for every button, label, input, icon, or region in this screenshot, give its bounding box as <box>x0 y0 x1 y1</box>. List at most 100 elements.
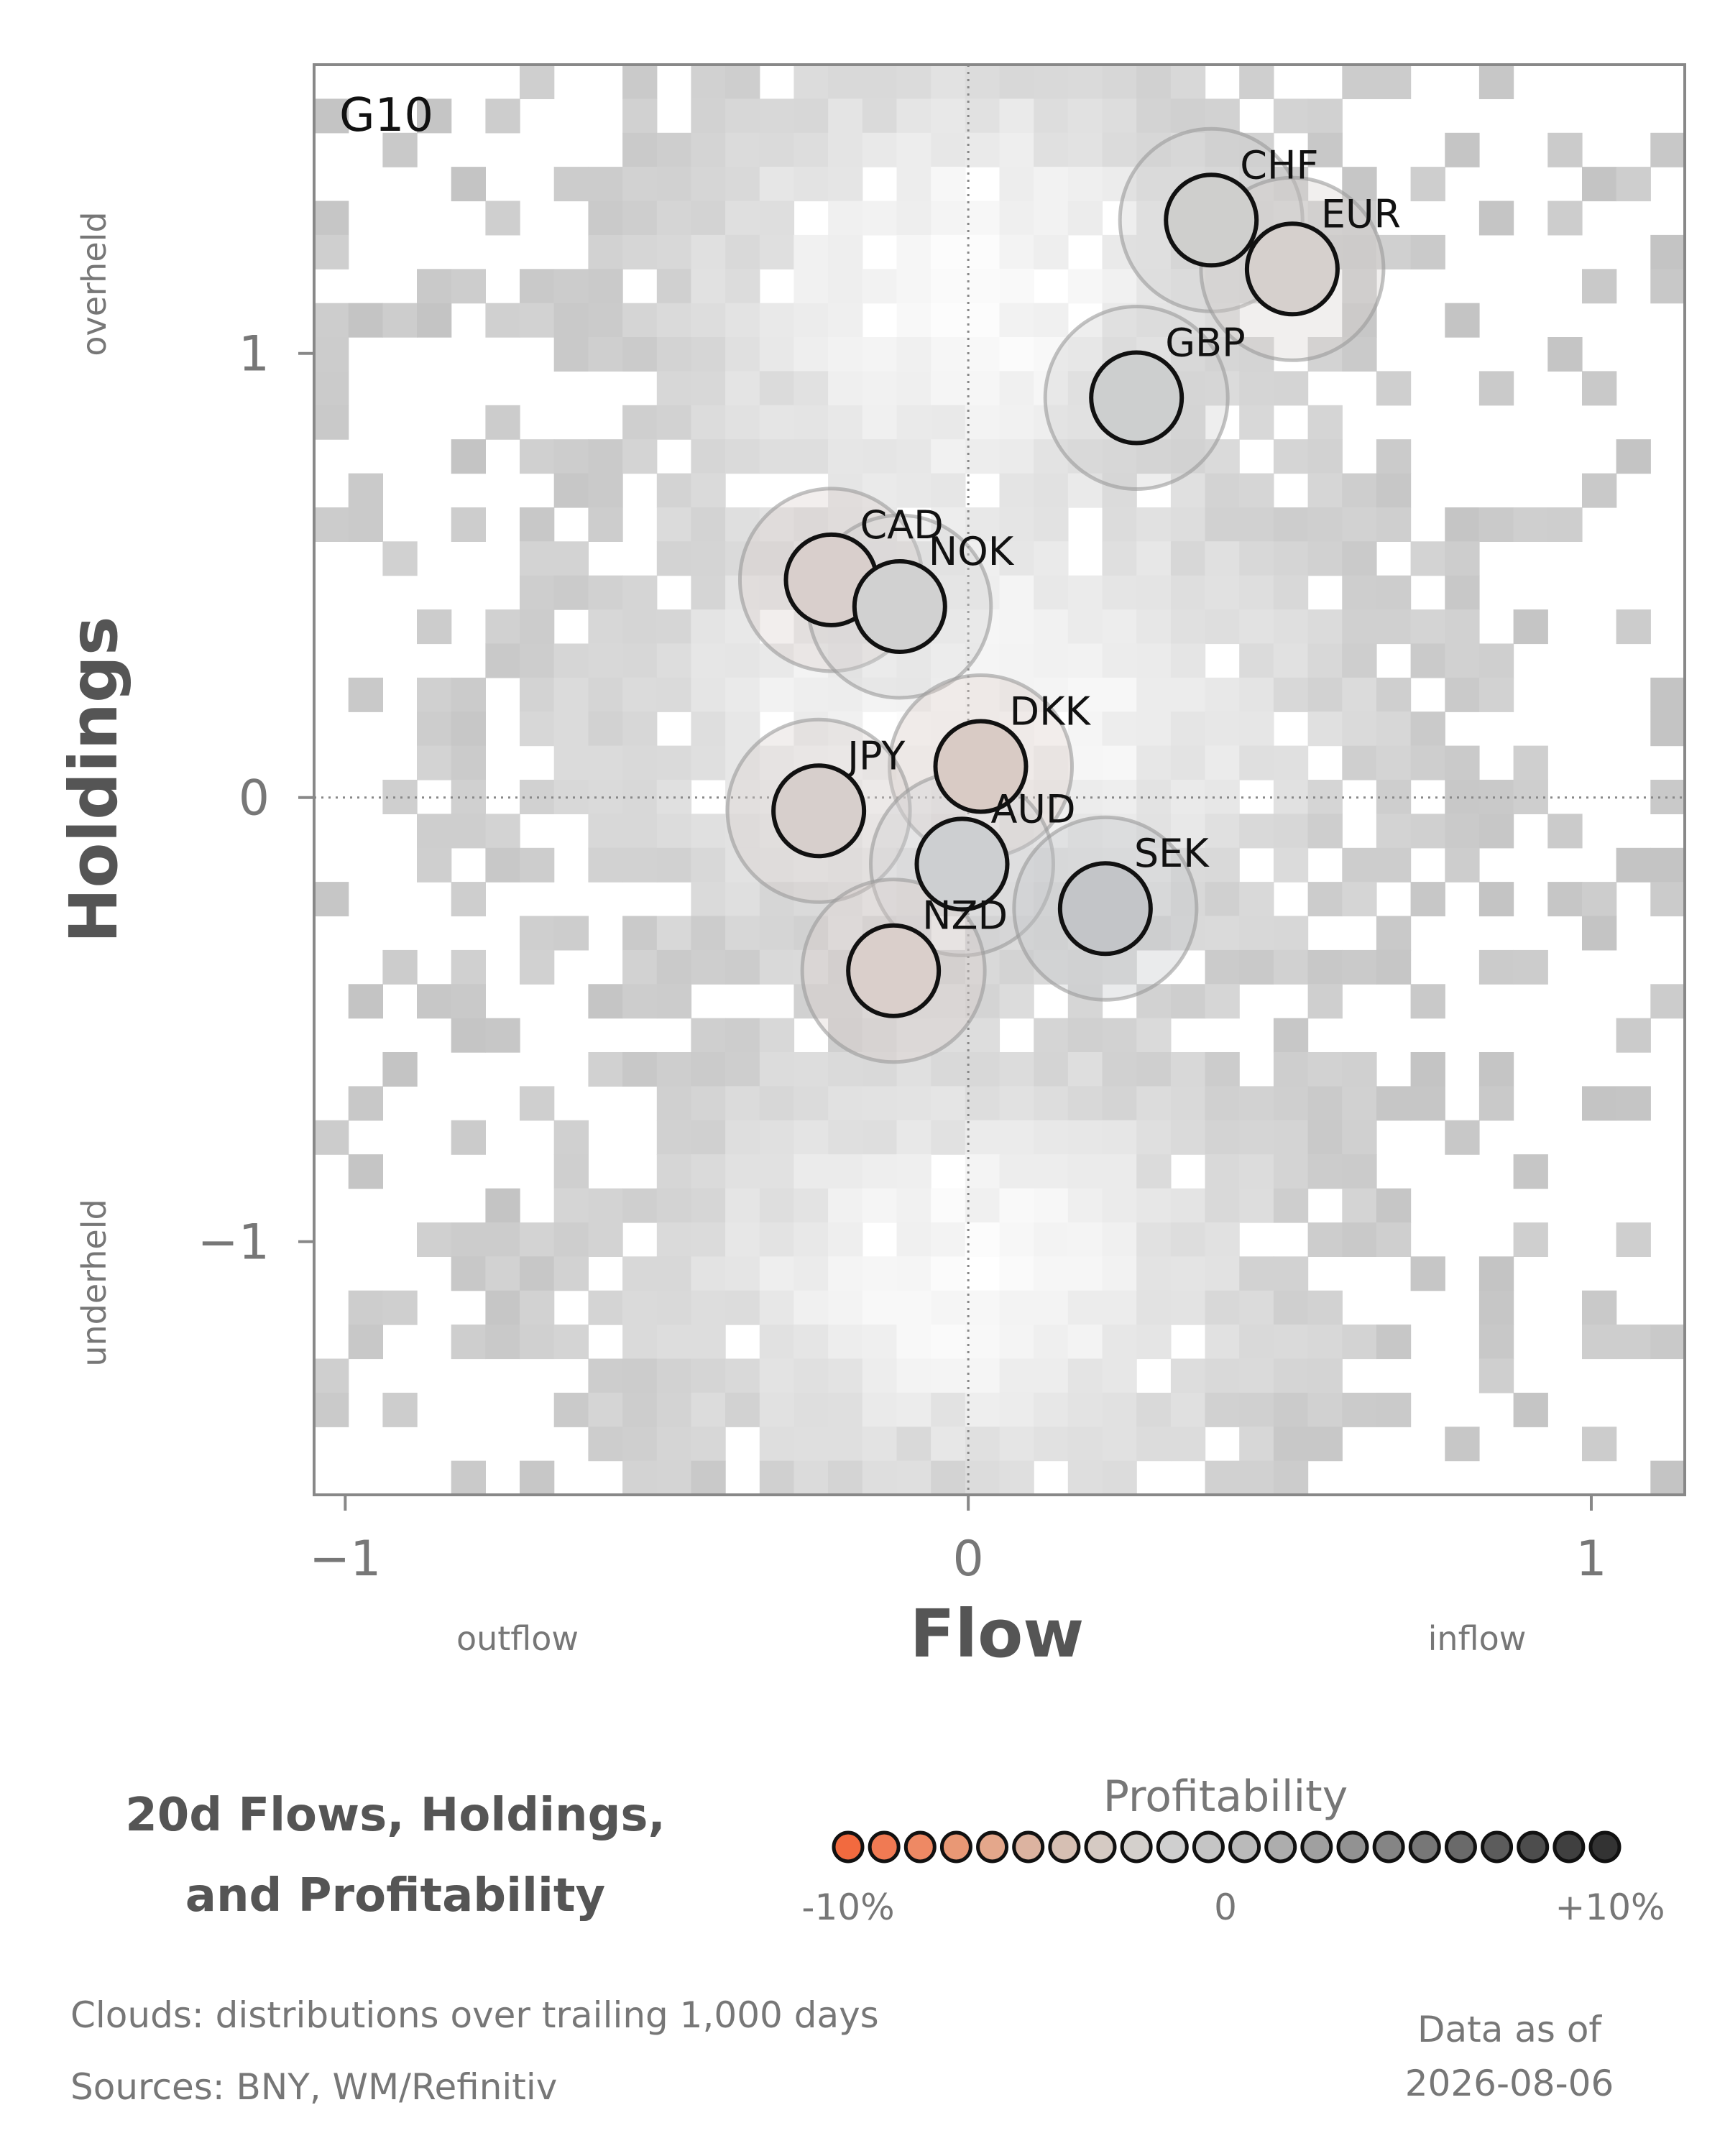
heatmap-cell <box>1307 1358 1343 1393</box>
heatmap-cell <box>1102 132 1137 167</box>
point-eur[interactable] <box>1244 221 1340 317</box>
heatmap-cell <box>1478 65 1514 99</box>
point-nok[interactable] <box>852 558 947 654</box>
point-aud[interactable] <box>914 816 1010 912</box>
heatmap-cell <box>725 405 760 440</box>
heatmap-cell <box>759 1256 795 1291</box>
heatmap-cell <box>314 371 349 406</box>
point-nzd[interactable] <box>846 923 942 1018</box>
heatmap-cell <box>759 1392 795 1427</box>
heatmap-cell <box>417 847 452 883</box>
heatmap-cell <box>896 1460 932 1496</box>
heatmap-cell <box>485 1290 520 1325</box>
heatmap-cell <box>1034 1427 1069 1462</box>
heatmap-cell <box>1273 677 1309 712</box>
heatmap-cell <box>931 1188 966 1223</box>
heatmap-cell <box>794 1120 829 1155</box>
heatmap-cell <box>691 337 726 372</box>
point-jpy[interactable] <box>771 763 867 859</box>
heatmap-cell <box>999 303 1034 338</box>
heatmap-cell <box>1136 1018 1172 1053</box>
heatmap-cell <box>1445 507 1480 542</box>
heatmap-cell <box>828 201 863 236</box>
heatmap-cell <box>1067 1052 1103 1087</box>
heatmap-cell <box>348 1086 383 1121</box>
heatmap-cell <box>348 473 383 508</box>
heatmap-cell <box>622 847 658 883</box>
heatmap-cell <box>1034 541 1069 576</box>
heatmap-cell <box>485 1188 520 1223</box>
heatmap-cell <box>1410 609 1445 645</box>
x-tick-label: −1 <box>309 1531 381 1588</box>
heatmap-cell <box>1445 677 1480 712</box>
heatmap-cell <box>828 1154 863 1189</box>
heatmap-cell <box>965 234 1000 270</box>
reference-lines <box>314 65 1685 1495</box>
x-high-label: inflow <box>1428 1619 1527 1658</box>
heatmap-cell <box>1067 1120 1103 1155</box>
heatmap-cell <box>691 1290 726 1325</box>
heatmap-cell <box>999 609 1034 645</box>
heatmap-cell <box>622 98 658 134</box>
heatmap-cell <box>656 677 692 712</box>
heatmap-cell <box>1307 1222 1343 1257</box>
heatmap-cell <box>1205 269 1240 304</box>
heatmap-cell <box>1273 575 1309 610</box>
point-dkk[interactable] <box>933 719 1029 814</box>
heatmap-cell <box>1239 882 1274 917</box>
heatmap-cell <box>520 1256 555 1291</box>
heatmap-cell <box>965 439 1000 474</box>
heatmap-cell <box>1273 1325 1309 1360</box>
heatmap-cell <box>1307 1086 1343 1121</box>
heatmap-cell <box>1445 1427 1480 1462</box>
heatmap-cell <box>1445 541 1480 576</box>
heatmap-cell <box>1102 1222 1137 1257</box>
point-sek[interactable] <box>1057 861 1153 957</box>
heatmap-cell <box>999 234 1034 270</box>
heatmap-cell <box>759 337 795 372</box>
heatmap-cell <box>759 507 795 542</box>
heatmap-cell <box>725 1290 760 1325</box>
heatmap-cell <box>1067 167 1103 202</box>
heatmap-cell <box>485 98 520 134</box>
heatmap-cell <box>1445 814 1480 849</box>
heatmap-cell <box>1478 643 1514 678</box>
heatmap-cell <box>931 1427 966 1462</box>
heatmap-cell <box>1136 1154 1172 1189</box>
heatmap-cell <box>1170 677 1206 712</box>
heatmap-cell <box>656 1086 692 1121</box>
heatmap-cell <box>451 1460 486 1496</box>
colorbar-high-label: +10% <box>1555 1886 1665 1928</box>
heatmap-cell <box>656 984 692 1019</box>
heatmap-cell <box>451 439 486 474</box>
heatmap-cell <box>1273 1392 1309 1427</box>
heatmap-cell <box>965 1188 1000 1223</box>
heatmap-cell <box>1239 405 1274 440</box>
heatmap-cell <box>553 1188 589 1223</box>
heatmap-cell <box>828 371 863 406</box>
heatmap-cell <box>896 132 932 167</box>
point-gbp[interactable] <box>1089 350 1184 446</box>
heatmap-cell <box>931 1358 966 1393</box>
point-chf[interactable] <box>1164 172 1259 268</box>
heatmap-cell <box>1650 847 1685 883</box>
heatmap-cell <box>1034 303 1069 338</box>
colorbar-low-label: -10% <box>801 1886 895 1928</box>
colorbar-mid-label: 0 <box>1214 1886 1237 1928</box>
heatmap-cell <box>1376 473 1412 508</box>
heatmap-cell <box>931 439 966 474</box>
heatmap-cell <box>520 677 555 712</box>
heatmap-cell <box>622 711 658 747</box>
heatmap-cell <box>1067 1018 1103 1053</box>
heatmap-cell <box>1376 916 1412 951</box>
heatmap-cell <box>1205 439 1240 474</box>
heatmap-cell <box>1307 949 1343 985</box>
heatmap-cell <box>1342 575 1377 610</box>
heatmap-cell <box>1547 201 1583 236</box>
heatmap-cell <box>451 984 486 1019</box>
heatmap-cell <box>1307 1052 1343 1087</box>
heatmap-cell <box>691 234 726 270</box>
heatmap-cell <box>931 269 966 304</box>
heatmap-cell <box>1410 814 1445 849</box>
heatmap-cell <box>656 132 692 167</box>
